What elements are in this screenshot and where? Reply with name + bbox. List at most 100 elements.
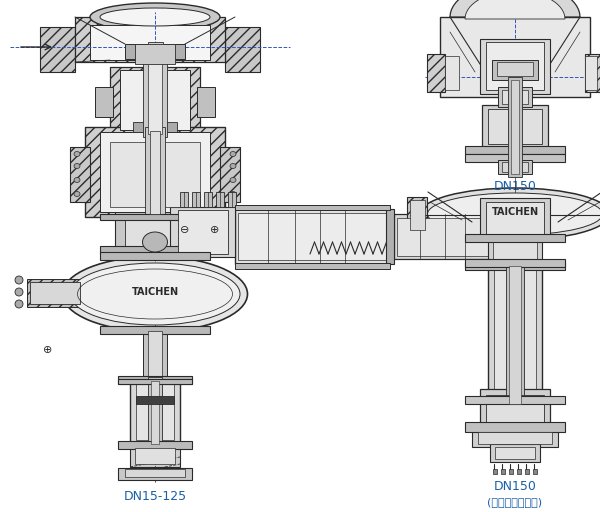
Text: DN150: DN150 bbox=[494, 181, 536, 194]
Bar bbox=[192, 192, 200, 207]
Bar bbox=[490, 444, 540, 462]
Bar bbox=[492, 60, 538, 80]
Ellipse shape bbox=[420, 188, 600, 240]
Bar bbox=[235, 263, 390, 269]
Bar bbox=[75, 17, 225, 62]
Bar bbox=[42, 27, 73, 72]
Bar bbox=[225, 27, 260, 72]
Bar bbox=[493, 469, 497, 474]
Ellipse shape bbox=[70, 263, 240, 325]
Bar bbox=[100, 246, 210, 254]
Bar bbox=[136, 383, 174, 440]
Bar bbox=[145, 127, 165, 217]
Bar bbox=[498, 87, 532, 107]
Text: ⊖: ⊖ bbox=[181, 225, 190, 235]
Bar bbox=[386, 209, 394, 264]
Ellipse shape bbox=[90, 3, 220, 31]
Bar bbox=[465, 234, 565, 242]
Bar bbox=[410, 200, 425, 230]
Bar bbox=[533, 469, 537, 474]
Bar bbox=[180, 192, 188, 207]
Bar bbox=[130, 445, 180, 467]
Text: TAICHEN: TAICHEN bbox=[491, 207, 539, 217]
Bar bbox=[148, 377, 162, 447]
Polygon shape bbox=[465, 0, 565, 19]
Bar bbox=[480, 198, 550, 240]
Bar bbox=[502, 90, 528, 104]
Bar bbox=[585, 54, 600, 92]
Bar bbox=[488, 235, 542, 265]
Polygon shape bbox=[450, 0, 580, 17]
Bar bbox=[498, 160, 532, 174]
Bar bbox=[465, 262, 565, 270]
Bar bbox=[465, 146, 565, 154]
Bar bbox=[148, 331, 162, 379]
Ellipse shape bbox=[15, 288, 23, 296]
Bar bbox=[517, 469, 521, 474]
Ellipse shape bbox=[230, 191, 236, 197]
Bar bbox=[491, 214, 499, 259]
Bar bbox=[235, 205, 390, 210]
Bar bbox=[120, 70, 190, 130]
Bar bbox=[170, 207, 235, 257]
Bar bbox=[465, 396, 565, 404]
Ellipse shape bbox=[427, 193, 600, 235]
Bar bbox=[85, 127, 225, 217]
Bar bbox=[509, 266, 521, 404]
Text: DN150: DN150 bbox=[494, 480, 536, 494]
Bar bbox=[480, 389, 550, 427]
Bar bbox=[143, 62, 167, 137]
Bar bbox=[178, 210, 228, 254]
Bar bbox=[585, 56, 597, 90]
Bar bbox=[506, 262, 524, 407]
Bar bbox=[465, 259, 565, 267]
Bar bbox=[465, 422, 565, 432]
Bar bbox=[493, 238, 537, 262]
Bar bbox=[486, 395, 544, 423]
Ellipse shape bbox=[74, 152, 80, 157]
Ellipse shape bbox=[230, 163, 236, 168]
Bar bbox=[110, 142, 200, 207]
Bar bbox=[509, 469, 513, 474]
Bar bbox=[220, 147, 240, 202]
Bar bbox=[100, 214, 210, 220]
Ellipse shape bbox=[15, 276, 23, 284]
Bar bbox=[511, 80, 519, 174]
Text: DN15-125: DN15-125 bbox=[124, 490, 187, 503]
Bar bbox=[488, 264, 542, 402]
Bar bbox=[497, 62, 533, 76]
Bar bbox=[90, 25, 210, 60]
Bar bbox=[235, 209, 390, 264]
Bar bbox=[70, 147, 90, 202]
Bar bbox=[501, 469, 505, 474]
Bar bbox=[118, 468, 192, 480]
Bar bbox=[95, 87, 113, 117]
Bar bbox=[502, 162, 528, 172]
Bar bbox=[40, 27, 75, 72]
Bar bbox=[130, 379, 180, 444]
Ellipse shape bbox=[230, 178, 236, 182]
Bar bbox=[427, 54, 445, 92]
Ellipse shape bbox=[62, 257, 248, 331]
Ellipse shape bbox=[100, 8, 210, 26]
Bar bbox=[100, 132, 210, 212]
Bar bbox=[495, 447, 535, 459]
Bar bbox=[133, 122, 177, 132]
Bar bbox=[488, 109, 542, 144]
Ellipse shape bbox=[74, 191, 80, 197]
Bar bbox=[397, 218, 489, 256]
Ellipse shape bbox=[230, 152, 236, 157]
Bar bbox=[394, 214, 494, 259]
Bar bbox=[118, 379, 192, 384]
Bar bbox=[118, 376, 192, 384]
Bar bbox=[30, 282, 80, 304]
Bar bbox=[478, 432, 552, 444]
Bar bbox=[143, 327, 167, 382]
Bar bbox=[115, 212, 195, 254]
Bar bbox=[135, 44, 175, 64]
Text: TAICHEN: TAICHEN bbox=[131, 287, 179, 297]
Bar bbox=[238, 213, 386, 260]
Bar bbox=[125, 469, 185, 477]
Bar bbox=[100, 252, 210, 260]
Bar bbox=[407, 197, 427, 232]
